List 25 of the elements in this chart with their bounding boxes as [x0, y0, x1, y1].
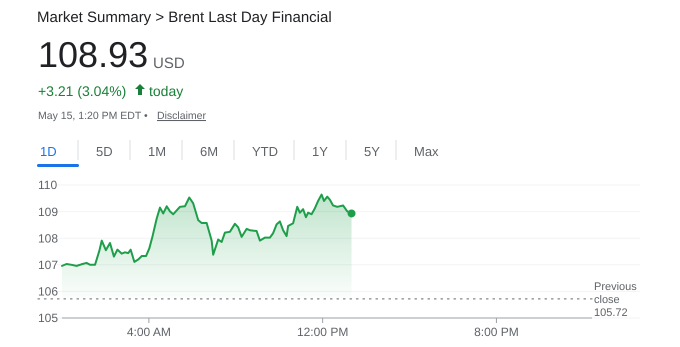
text: 5D: [96, 144, 113, 159]
text: YTD: [252, 144, 278, 159]
y-tick-label: 108: [38, 231, 58, 246]
text: 6M: [200, 144, 218, 159]
y-tick-label: 105: [38, 311, 58, 326]
text: Max: [414, 144, 440, 159]
text: May 15, 1:20 PM EDT •: [38, 110, 148, 122]
ref-line-label: Previous close 105.72: [594, 280, 638, 319]
y-tick-label: 106: [38, 284, 58, 299]
x-tick-label: 8:00 PM: [474, 325, 519, 339]
text: +3.21 (3.04%): [38, 83, 126, 99]
x-tick-label: 12:00 PM: [296, 325, 348, 339]
y-tick-label: 110: [38, 178, 58, 192]
text: 1M: [148, 144, 166, 159]
text: 1Y: [312, 144, 328, 159]
x-tick-label: 4:00 AM: [126, 325, 171, 339]
text: Disclaimer: [157, 110, 207, 122]
text: USD: [153, 55, 185, 72]
chart-title: Market Summary > Brent Last Day Financial: [37, 9, 332, 26]
text: 5Y: [364, 144, 380, 159]
text: today: [149, 83, 184, 99]
text: 108.93: [38, 34, 148, 75]
y-tick-label: 109: [38, 204, 58, 219]
y-tick-label: 107: [38, 258, 58, 272]
text: 1D: [40, 144, 57, 159]
